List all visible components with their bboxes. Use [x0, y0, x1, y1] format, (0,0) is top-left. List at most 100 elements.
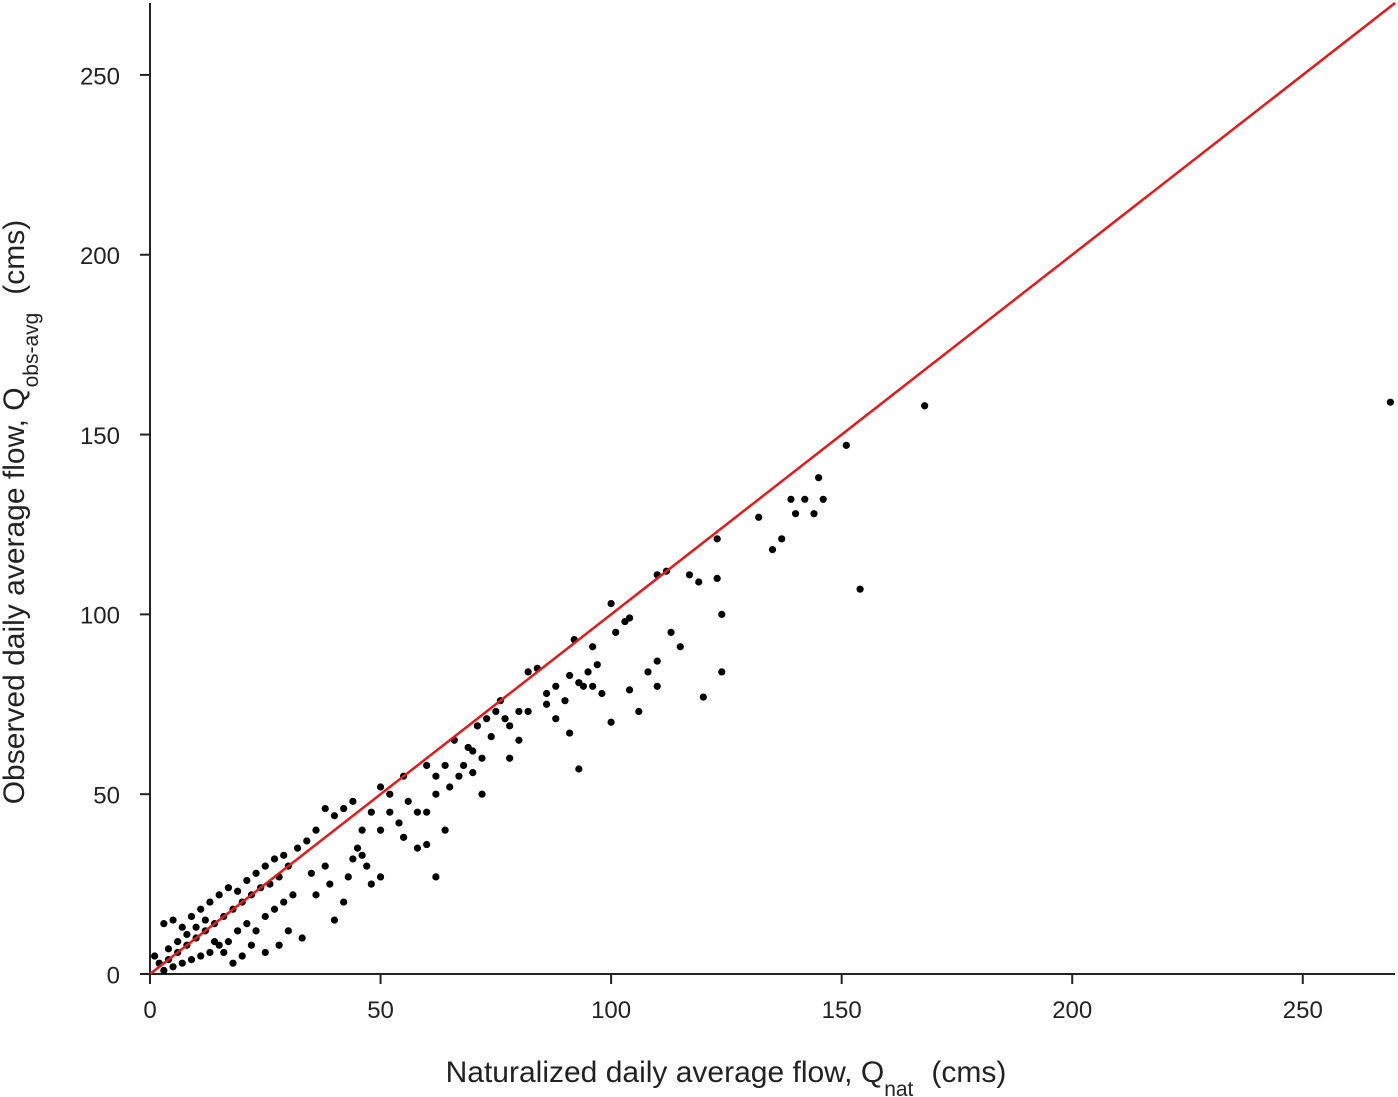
- point: [432, 772, 440, 780]
- point: [441, 826, 449, 834]
- point: [280, 898, 288, 906]
- point: [303, 837, 311, 845]
- point: [201, 916, 209, 924]
- point: [151, 952, 159, 960]
- point: [810, 510, 818, 518]
- y-axis-title-unit: (cms): [0, 220, 31, 295]
- point: [224, 884, 232, 892]
- point: [386, 790, 394, 798]
- point: [349, 797, 357, 805]
- point: [589, 643, 597, 651]
- point: [376, 783, 385, 791]
- point: [695, 578, 703, 586]
- point: [178, 923, 186, 931]
- y-axis-title-main: Observed daily average flow, Q: [0, 387, 31, 804]
- point: [524, 668, 532, 676]
- point: [206, 898, 214, 906]
- point: [164, 945, 173, 953]
- point: [501, 715, 509, 723]
- point: [395, 819, 403, 827]
- point: [819, 495, 827, 503]
- point: [801, 495, 809, 503]
- point: [713, 535, 721, 543]
- point: [635, 707, 643, 716]
- point: [307, 869, 315, 877]
- point: [206, 948, 214, 957]
- point: [718, 668, 726, 676]
- point: [220, 948, 228, 957]
- point: [552, 715, 560, 723]
- point: [589, 682, 597, 690]
- point: [413, 844, 422, 852]
- point: [1386, 398, 1394, 406]
- point: [667, 628, 675, 636]
- point: [298, 934, 306, 942]
- point: [358, 851, 366, 859]
- point: [515, 707, 523, 716]
- x-axis-title: Naturalized daily average flow, Qnat (cms…: [446, 1056, 1007, 1097]
- point: [252, 927, 260, 935]
- point: [275, 941, 283, 949]
- point: [506, 722, 514, 730]
- point: [478, 754, 486, 762]
- point: [234, 927, 242, 935]
- x-tick-label: 150: [822, 997, 862, 1024]
- point: [713, 574, 721, 583]
- point: [386, 808, 394, 816]
- point: [358, 826, 366, 834]
- x-axis-title-main: Naturalized daily average flow, Q: [446, 1056, 885, 1089]
- point: [169, 916, 177, 924]
- point: [579, 682, 588, 690]
- point: [169, 963, 177, 971]
- point: [367, 880, 375, 888]
- point: [326, 880, 334, 888]
- point: [340, 898, 348, 906]
- point: [243, 876, 251, 885]
- point: [261, 912, 269, 921]
- point: [593, 661, 601, 669]
- point: [459, 761, 468, 770]
- point: [607, 718, 615, 726]
- point: [210, 938, 219, 946]
- point: [455, 772, 463, 780]
- x-tick-label: 250: [1283, 997, 1323, 1024]
- point: [178, 959, 186, 967]
- point: [787, 495, 795, 503]
- point: [247, 941, 256, 949]
- point: [718, 610, 726, 618]
- point: [575, 765, 583, 773]
- y-tick-label: 250: [80, 63, 120, 90]
- point: [483, 715, 491, 723]
- point: [183, 930, 191, 939]
- point: [321, 862, 329, 870]
- point: [293, 844, 302, 852]
- point: [160, 920, 168, 928]
- point: [234, 887, 242, 895]
- point: [376, 873, 385, 881]
- point: [400, 833, 408, 841]
- point: [584, 668, 592, 676]
- y-axis-title-sub: obs-avg: [20, 313, 43, 388]
- y-axis-title: Observed daily average flow, Qobs-avg (cm…: [0, 220, 43, 805]
- y-tick-label: 200: [80, 243, 120, 270]
- point: [653, 682, 661, 690]
- point: [270, 855, 279, 863]
- point: [312, 826, 320, 834]
- point: [446, 783, 454, 791]
- y-tick-label: 0: [107, 962, 120, 989]
- point: [224, 938, 232, 946]
- point: [432, 873, 440, 881]
- point: [243, 920, 251, 928]
- point: [469, 769, 477, 777]
- point: [252, 869, 260, 877]
- point: [478, 790, 486, 798]
- point: [515, 736, 523, 744]
- point: [353, 844, 362, 852]
- point: [215, 891, 223, 899]
- point: [289, 891, 297, 899]
- x-tick-label: 100: [591, 997, 631, 1024]
- point: [321, 804, 329, 813]
- point: [187, 912, 196, 921]
- point: [676, 643, 684, 651]
- point: [413, 808, 422, 816]
